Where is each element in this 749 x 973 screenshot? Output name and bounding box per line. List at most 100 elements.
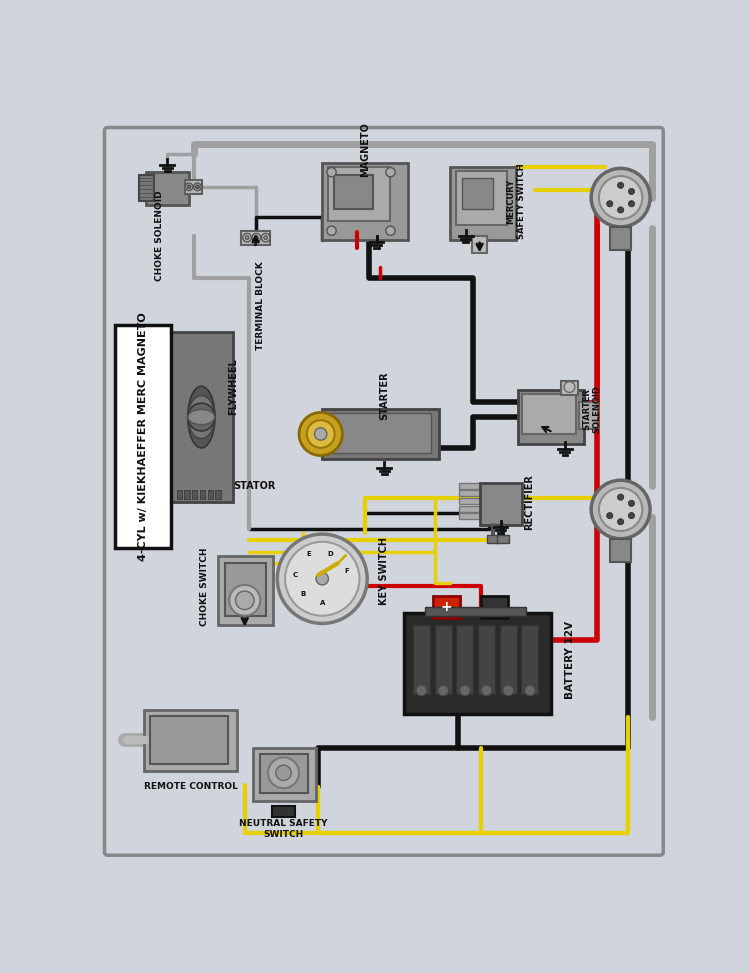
- Bar: [459, 483, 481, 488]
- Circle shape: [607, 200, 613, 207]
- Bar: [456, 170, 507, 225]
- Circle shape: [628, 513, 634, 519]
- Circle shape: [245, 235, 249, 239]
- Circle shape: [285, 542, 360, 616]
- Bar: [579, 402, 598, 429]
- Circle shape: [252, 234, 261, 242]
- Bar: [177, 490, 182, 499]
- Bar: [192, 490, 198, 499]
- Bar: [497, 535, 509, 543]
- Circle shape: [327, 226, 336, 235]
- Bar: [260, 754, 309, 793]
- Text: 4-CYL w/ KIEKHAEFFER MERC MAGNETO: 4-CYL w/ KIEKHAEFFER MERC MAGNETO: [139, 312, 148, 560]
- Circle shape: [617, 519, 624, 524]
- Circle shape: [524, 685, 536, 696]
- Circle shape: [276, 765, 291, 780]
- Text: MERCURY
SAFETY SWITCH: MERCURY SAFETY SWITCH: [506, 163, 526, 239]
- Text: B: B: [300, 592, 306, 597]
- Text: BATTERY 12V: BATTERY 12V: [565, 621, 575, 699]
- Circle shape: [229, 585, 260, 616]
- Text: C: C: [293, 572, 297, 578]
- Bar: [225, 563, 266, 616]
- Bar: [459, 506, 481, 512]
- Text: A: A: [320, 600, 325, 606]
- Circle shape: [503, 685, 514, 696]
- Circle shape: [316, 572, 329, 585]
- Text: STATOR: STATOR: [233, 482, 276, 491]
- Circle shape: [599, 487, 643, 531]
- Bar: [459, 490, 481, 496]
- Circle shape: [307, 420, 335, 448]
- Circle shape: [261, 234, 270, 242]
- Bar: [404, 613, 551, 713]
- Bar: [218, 556, 273, 625]
- Text: FLYWHEEL: FLYWHEEL: [228, 358, 238, 414]
- Circle shape: [185, 183, 192, 191]
- Text: F: F: [345, 568, 350, 574]
- Bar: [472, 236, 488, 253]
- Bar: [200, 490, 205, 499]
- Circle shape: [617, 182, 624, 189]
- Bar: [207, 490, 213, 499]
- Circle shape: [437, 685, 449, 696]
- Bar: [241, 231, 270, 244]
- Bar: [481, 596, 509, 618]
- Circle shape: [591, 168, 650, 227]
- Bar: [459, 498, 481, 504]
- Bar: [521, 625, 539, 695]
- Circle shape: [187, 185, 191, 189]
- Text: REMOTE CONTROL: REMOTE CONTROL: [144, 782, 237, 791]
- Bar: [518, 390, 584, 444]
- Bar: [252, 748, 316, 801]
- Circle shape: [195, 185, 199, 189]
- Bar: [461, 178, 493, 209]
- Circle shape: [264, 235, 267, 239]
- Circle shape: [193, 183, 201, 191]
- Bar: [561, 380, 578, 395]
- Bar: [115, 325, 171, 548]
- Circle shape: [235, 591, 254, 609]
- Circle shape: [617, 494, 624, 500]
- Bar: [144, 709, 237, 772]
- Text: TERMINAL BLOCK: TERMINAL BLOCK: [255, 261, 264, 349]
- Bar: [610, 227, 631, 250]
- Circle shape: [599, 176, 643, 219]
- Circle shape: [327, 167, 336, 177]
- Text: STARTER
SOLENOID: STARTER SOLENOID: [582, 385, 601, 433]
- Circle shape: [255, 235, 258, 239]
- Bar: [425, 607, 526, 617]
- Bar: [322, 162, 407, 240]
- Ellipse shape: [188, 410, 215, 425]
- Circle shape: [628, 200, 634, 207]
- Bar: [185, 180, 202, 194]
- Circle shape: [564, 381, 575, 392]
- Bar: [500, 625, 517, 695]
- Circle shape: [591, 481, 650, 539]
- Circle shape: [243, 234, 252, 242]
- Bar: [434, 625, 452, 695]
- Circle shape: [386, 226, 395, 235]
- Circle shape: [416, 685, 427, 696]
- Bar: [413, 625, 430, 695]
- Bar: [478, 625, 495, 695]
- Bar: [322, 410, 438, 459]
- Circle shape: [277, 534, 367, 624]
- Bar: [450, 166, 516, 240]
- Bar: [522, 394, 577, 434]
- Circle shape: [617, 207, 624, 213]
- Circle shape: [628, 189, 634, 195]
- Text: MAGNETO: MAGNETO: [360, 122, 370, 176]
- Bar: [456, 625, 473, 695]
- Ellipse shape: [188, 386, 215, 448]
- Ellipse shape: [188, 395, 215, 439]
- Text: CHOKE SOLENOID: CHOKE SOLENOID: [155, 191, 164, 281]
- Bar: [610, 539, 631, 561]
- Circle shape: [315, 428, 327, 440]
- Bar: [326, 414, 431, 453]
- Bar: [151, 716, 228, 764]
- Text: E: E: [306, 551, 311, 558]
- Circle shape: [481, 685, 492, 696]
- Circle shape: [386, 167, 395, 177]
- Text: RECTIFIER: RECTIFIER: [524, 474, 534, 529]
- Circle shape: [299, 413, 342, 455]
